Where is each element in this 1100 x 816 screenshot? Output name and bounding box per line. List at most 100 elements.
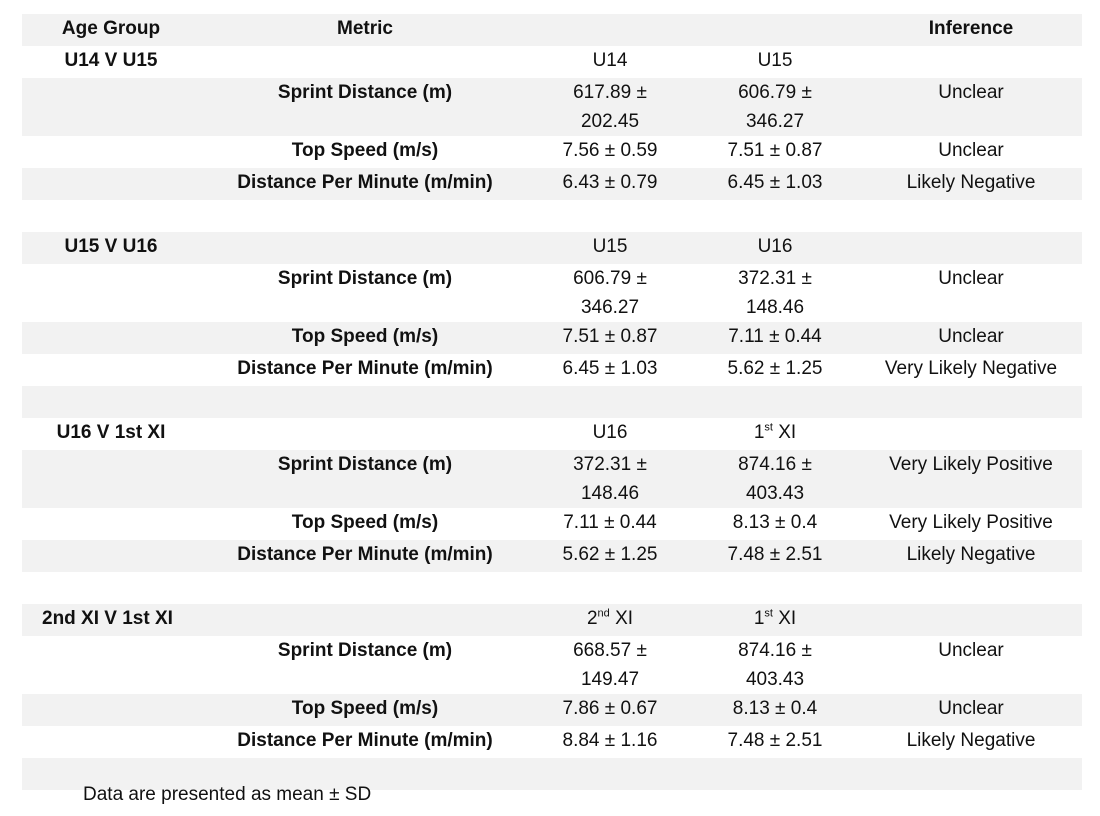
- table-row: Distance Per Minute (m/min) 6.43 ± 0.79 6.…: [22, 168, 1082, 200]
- table-row: Top Speed (m/s) 7.11 ± 0.44 8.13 ± 0.4 Very…: [22, 508, 1082, 540]
- group-label: U14 V U15: [64, 50, 158, 71]
- age-empty: [22, 264, 200, 322]
- value-a: 668.57 ± 149.47: [573, 640, 647, 690]
- spacer: [860, 572, 1082, 604]
- table-row: Distance Per Minute (m/min) 5.62 ± 1.25 7.…: [22, 540, 1082, 572]
- inference-empty: [860, 604, 1082, 636]
- group-col-b-text: 1: [753, 422, 765, 443]
- metric-empty: [200, 46, 530, 78]
- value-b: 7.11 ± 0.44: [690, 322, 860, 354]
- header-col-b: [690, 14, 860, 46]
- inference: Unclear: [938, 140, 1004, 161]
- metric-label: Top Speed (m/s): [200, 322, 530, 354]
- metric-label: Distance Per Minute (m/min): [200, 168, 530, 200]
- inference-empty: [860, 46, 1082, 78]
- inference: Unclear: [938, 640, 1004, 661]
- header-col-a: [530, 14, 690, 46]
- metric-empty: [200, 232, 530, 264]
- table-row: Sprint Distance (m) 372.31 ± 148.46 874.16…: [22, 450, 1082, 508]
- inference: Unclear: [860, 694, 1082, 726]
- header-metric: Metric: [200, 14, 530, 46]
- age-empty: [22, 168, 200, 200]
- spacer: [22, 200, 200, 232]
- group-col-b-text: 1: [753, 608, 765, 629]
- group-col-a: U16: [530, 418, 690, 450]
- value-a: 372.31 ± 148.46: [530, 450, 690, 508]
- metric-label: Sprint Distance (m): [277, 268, 453, 289]
- age-empty: [22, 136, 200, 168]
- spacer: [690, 758, 860, 790]
- value-b: 372.31 ± 148.46: [738, 268, 812, 318]
- inference: Likely Negative: [860, 540, 1082, 572]
- value-b: 8.13 ± 0.4: [690, 694, 860, 726]
- metric-label: Top Speed (m/s): [291, 140, 439, 161]
- group-col-b: 1st XI: [690, 418, 860, 450]
- group-col-b-sup: st: [764, 421, 773, 434]
- value-a: 8.84 ± 1.16: [562, 730, 658, 751]
- value-a: 7.11 ± 0.44: [563, 512, 657, 533]
- inference: Unclear: [860, 322, 1082, 354]
- header-row: Age Group Metric Inference: [22, 14, 1082, 46]
- inference: Likely Negative: [906, 730, 1036, 751]
- value-a: 606.79 ± 346.27: [573, 268, 647, 318]
- spacer: [530, 572, 690, 604]
- table-row: Top Speed (m/s) 7.51 ± 0.87 7.11 ± 0.44 Unc…: [22, 322, 1082, 354]
- spacer: [690, 386, 860, 418]
- group-label: U15 V U16: [22, 232, 200, 264]
- spacer: [200, 572, 530, 604]
- table-row: Distance Per Minute (m/min) 8.84 ± 1.16 7.…: [22, 726, 1082, 758]
- age-empty: [22, 508, 200, 540]
- age-empty: [22, 694, 200, 726]
- age-empty: [22, 450, 200, 508]
- spacer: [22, 572, 200, 604]
- group-col-a-sup: nd: [597, 607, 610, 620]
- value-a: 617.89 ± 202.45: [530, 78, 690, 136]
- group-header-row: U14 V U15 U14 U15: [22, 46, 1082, 78]
- group-header-row: U16 V 1st XI U16 1st XI: [22, 418, 1082, 450]
- spacer: [200, 200, 530, 232]
- age-empty: [22, 322, 200, 354]
- group-label: U16 V 1st XI: [56, 422, 166, 443]
- group-col-b-suffix: XI: [772, 608, 797, 629]
- age-empty: [22, 78, 200, 136]
- value-b: 7.48 ± 2.51: [727, 730, 823, 751]
- table-row: Top Speed (m/s) 7.56 ± 0.59 7.51 ± 0.87 Unc…: [22, 136, 1082, 168]
- group-col-b-text: U15: [757, 50, 793, 71]
- metric-label: Top Speed (m/s): [291, 512, 439, 533]
- table-row: Sprint Distance (m) 606.79 ± 346.27 372.31…: [22, 264, 1082, 322]
- results-table: Age Group Metric Inference U14 V U15 U14 U…: [22, 14, 1082, 790]
- spacer: [690, 572, 860, 604]
- inference: Very Likely Negative: [884, 358, 1058, 379]
- inference-empty: [860, 418, 1082, 450]
- group-col-b: U15: [690, 46, 860, 78]
- metric-label: Distance Per Minute (m/min): [237, 730, 493, 751]
- spacer: [860, 200, 1082, 232]
- value-a: 6.45 ± 1.03: [562, 358, 658, 379]
- value-b: 7.48 ± 2.51: [690, 540, 860, 572]
- group-col-a-text: 2: [586, 608, 598, 629]
- group-col-b-sup: st: [764, 607, 773, 620]
- spacer: [530, 386, 690, 418]
- value-a: 5.62 ± 1.25: [530, 540, 690, 572]
- inference: Unclear: [860, 78, 1082, 136]
- value-b: 7.51 ± 0.87: [727, 140, 823, 161]
- inference: Unclear: [938, 268, 1004, 289]
- table-row: Distance Per Minute (m/min) 6.45 ± 1.03 5.…: [22, 354, 1082, 386]
- spacer: [530, 200, 690, 232]
- group-header-row: U15 V U16 U15 U16: [22, 232, 1082, 264]
- inference: Very Likely Positive: [889, 512, 1053, 533]
- value-a: 7.51 ± 0.87: [530, 322, 690, 354]
- value-b: 606.79 ± 346.27: [690, 78, 860, 136]
- spacer-row: [22, 572, 1082, 604]
- group-col-a: 2nd XI: [530, 604, 690, 636]
- spacer-row: [22, 386, 1082, 418]
- group-header-row: 2nd XI V 1st XI 2nd XI 1st XI: [22, 604, 1082, 636]
- metric-label: Sprint Distance (m): [277, 640, 453, 661]
- metric-label: Sprint Distance (m): [200, 450, 530, 508]
- group-col-b: U16: [690, 232, 860, 264]
- table-row: Sprint Distance (m) 668.57 ± 149.47 874.16…: [22, 636, 1082, 694]
- inference-empty: [860, 232, 1082, 264]
- header-inference: Inference: [860, 14, 1082, 46]
- inference: Likely Negative: [860, 168, 1082, 200]
- age-empty: [22, 636, 200, 694]
